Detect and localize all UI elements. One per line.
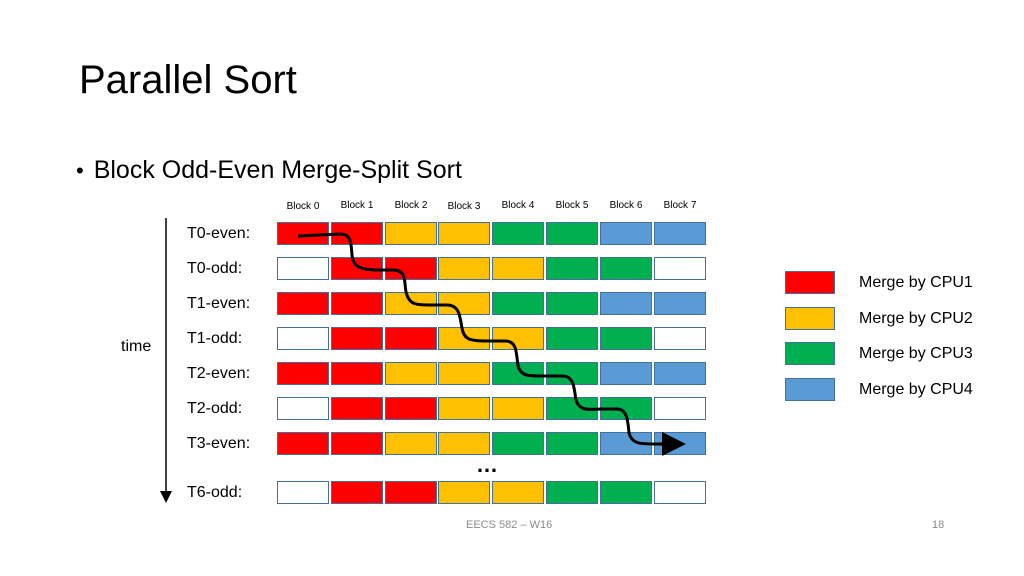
row-label-3: T1-odd: (187, 330, 243, 347)
block-cell-r7-c1 (331, 481, 383, 504)
block-cell-r7-c4 (492, 481, 544, 504)
row-label-2: T1-even: (187, 295, 251, 312)
bullet-dot-icon: • (76, 157, 84, 183)
block-cell-r0-c2 (385, 222, 437, 245)
block-header-6: Block 6 (609, 200, 643, 211)
row-label-5: T2-odd: (187, 400, 243, 417)
block-cell-r2-c1 (331, 292, 383, 315)
block-header-3: Block 3 (447, 201, 481, 212)
row-label-0: T0-even: (187, 225, 251, 242)
legend-swatch-cpu4 (785, 378, 835, 401)
footer-text: EECS 582 – W16 (466, 519, 553, 531)
row-label-4: T2-even: (187, 365, 251, 382)
block-cell-r1-c7 (654, 257, 706, 280)
merge-path-arrow (297, 232, 686, 456)
block-cell-r4-c1 (331, 362, 383, 385)
block-cell-r3-c5 (546, 327, 598, 350)
block-cell-r1-c0 (277, 257, 329, 280)
block-cell-r7-c0 (277, 481, 329, 504)
block-cell-r4-c2 (385, 362, 437, 385)
block-header-2: Block 2 (394, 200, 428, 211)
legend-label-cpu4: Merge by CPU4 (859, 381, 973, 398)
block-cell-r7-c3 (438, 481, 490, 504)
block-cell-r1-c3 (438, 257, 490, 280)
block-cell-r0-c6 (600, 222, 652, 245)
block-cell-r4-c7 (654, 362, 706, 385)
bullet-item: • Block Odd-Even Merge-Split Sort (76, 156, 462, 185)
block-cell-r5-c3 (438, 397, 490, 420)
block-header-0: Block 0 (286, 201, 320, 212)
block-cell-r2-c0 (277, 292, 329, 315)
block-cell-r7-c7 (654, 481, 706, 504)
block-cell-r5-c2 (385, 397, 437, 420)
ellipsis: … (476, 452, 498, 477)
block-cell-r3-c4 (492, 327, 544, 350)
block-cell-r2-c5 (546, 292, 598, 315)
legend-swatch-cpu3 (785, 342, 835, 365)
block-cell-r6-c5 (546, 432, 598, 455)
block-cell-r2-c7 (654, 292, 706, 315)
block-cell-r0-c4 (492, 222, 544, 245)
block-cell-r5-c1 (331, 397, 383, 420)
block-cell-r0-c7 (654, 222, 706, 245)
block-header-5: Block 5 (555, 200, 589, 211)
block-cell-r7-c5 (546, 481, 598, 504)
block-cell-r1-c5 (546, 257, 598, 280)
bullet-text: Block Odd-Even Merge-Split Sort (93, 156, 462, 184)
block-cell-r3-c7 (654, 327, 706, 350)
block-cell-r6-c0 (277, 432, 329, 455)
time-axis-label: time (121, 338, 152, 355)
block-cell-r6-c1 (331, 432, 383, 455)
block-header-1: Block 1 (340, 200, 374, 211)
block-cell-r3-c2 (385, 327, 437, 350)
block-cell-r1-c6 (600, 257, 652, 280)
block-cell-r4-c0 (277, 362, 329, 385)
block-cell-r5-c4 (492, 397, 544, 420)
block-cell-r0-c5 (546, 222, 598, 245)
block-cell-r0-c3 (438, 222, 490, 245)
block-cell-r4-c3 (438, 362, 490, 385)
legend-swatch-cpu2 (785, 307, 835, 330)
legend-label-cpu1: Merge by CPU1 (859, 274, 973, 291)
page-number: 18 (932, 519, 945, 531)
block-cell-r2-c6 (600, 292, 652, 315)
block-cell-r5-c0 (277, 397, 329, 420)
block-cell-r4-c6 (600, 362, 652, 385)
block-cell-r3-c6 (600, 327, 652, 350)
row-label-1: T0-odd: (187, 260, 243, 277)
block-cell-r3-c3 (438, 327, 490, 350)
block-cell-r7-c6 (600, 481, 652, 504)
legend-label-cpu2: Merge by CPU2 (859, 310, 973, 327)
block-cell-r3-c1 (331, 327, 383, 350)
block-cell-r2-c4 (492, 292, 544, 315)
block-cell-r6-c4 (492, 432, 544, 455)
block-header-7: Block 7 (663, 200, 697, 211)
legend-swatch-cpu1 (785, 271, 835, 294)
block-header-4: Block 4 (501, 200, 535, 211)
row-label-7: T6-odd: (187, 484, 243, 501)
block-cell-r6-c2 (385, 432, 437, 455)
block-cell-r3-c0 (277, 327, 329, 350)
block-cell-r6-c3 (438, 432, 490, 455)
block-cell-r5-c7 (654, 397, 706, 420)
legend-label-cpu3: Merge by CPU3 (859, 345, 973, 362)
page-title: Parallel Sort (79, 58, 297, 102)
block-cell-r1-c4 (492, 257, 544, 280)
row-label-6: T3-even: (187, 435, 251, 452)
block-cell-r7-c2 (385, 481, 437, 504)
